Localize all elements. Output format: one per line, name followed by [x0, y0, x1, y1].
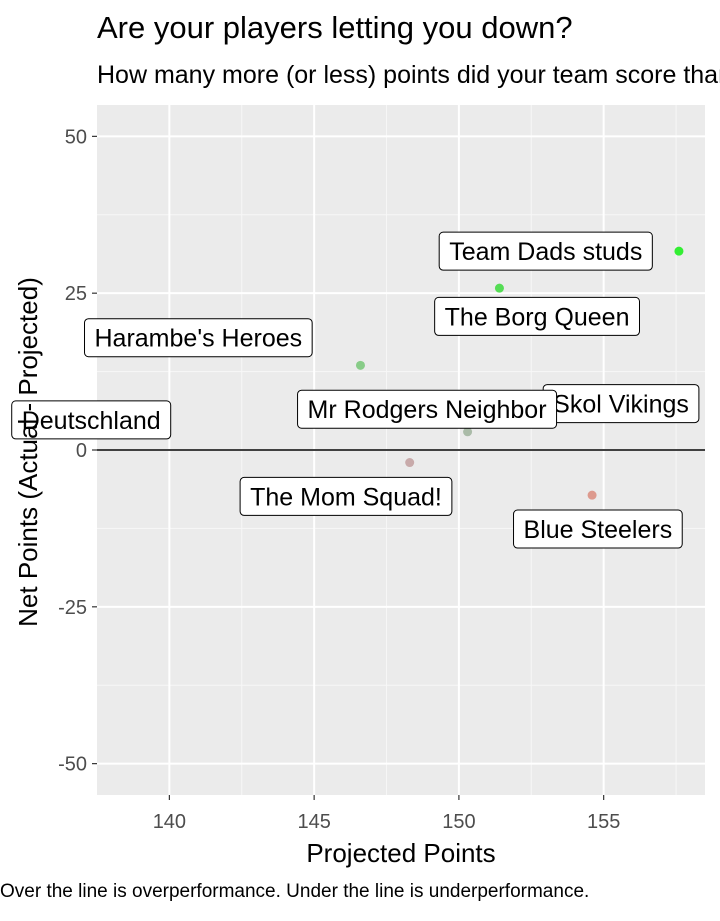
point-label: Skol Vikings [542, 384, 700, 424]
point-label: The Borg Queen [434, 296, 640, 336]
data-point [405, 458, 415, 468]
x-axis-ticks: 140 145 150 155 [153, 795, 620, 833]
data-point [494, 283, 504, 293]
chart-title: Are your players letting you down? [97, 10, 573, 45]
y-axis-ticks: 50 25 0 -25 -50 [58, 126, 97, 776]
data-point [463, 427, 473, 437]
point-label: Deutschland [11, 400, 172, 440]
data-points [355, 246, 684, 500]
y-tick-label: 50 [65, 126, 87, 148]
point-label-box [11, 400, 172, 440]
point-label-box [438, 231, 653, 271]
y-tick-label: -50 [58, 754, 87, 776]
point-label-box [513, 509, 683, 549]
x-tick-label: 140 [153, 811, 186, 833]
point-label-text: Blue Steelers [524, 516, 673, 544]
point-label-text: The Mom Squad! [250, 483, 442, 511]
x-axis-label: Projected Points [306, 838, 495, 868]
point-label-text: The Borg Queen [445, 303, 630, 331]
point-label-box [297, 389, 558, 429]
y-tick-label: -25 [58, 597, 87, 619]
point-label-text: Harambe's Heroes [95, 325, 303, 353]
point-label: The Mom Squad! [239, 476, 453, 516]
x-tick-label: 155 [587, 811, 620, 833]
point-label: Team Dads studs [438, 231, 653, 271]
point-label-text: Deutschland [22, 407, 161, 435]
chart-subtitle: How many more (or less) points did your … [97, 61, 720, 89]
point-label-text: Mr Rodgers Neighbor [308, 396, 547, 424]
point-label: Blue Steelers [513, 509, 683, 549]
data-point [587, 490, 597, 500]
point-label: Mr Rodgers Neighbor [297, 389, 558, 429]
y-axis-label: Net Points (Actual - Projected) [13, 277, 43, 627]
point-label-text: Skol Vikings [553, 391, 689, 419]
y-tick-label: 25 [65, 283, 87, 305]
point-labels: Team Dads studs The Borg Queen Harambe's H… [11, 231, 700, 549]
point-label-box [84, 318, 313, 358]
y-tick-label: 0 [76, 440, 87, 462]
point-label-box [434, 296, 640, 336]
data-point [674, 246, 684, 256]
point-label-text: Team Dads studs [449, 238, 642, 266]
x-tick-label: 150 [442, 811, 475, 833]
data-point [355, 360, 365, 370]
x-tick-label: 145 [297, 811, 330, 833]
point-label-box [239, 476, 453, 516]
chart-caption: Over the line is overperformance. Under … [0, 881, 590, 902]
point-label: Harambe's Heroes [84, 318, 313, 358]
